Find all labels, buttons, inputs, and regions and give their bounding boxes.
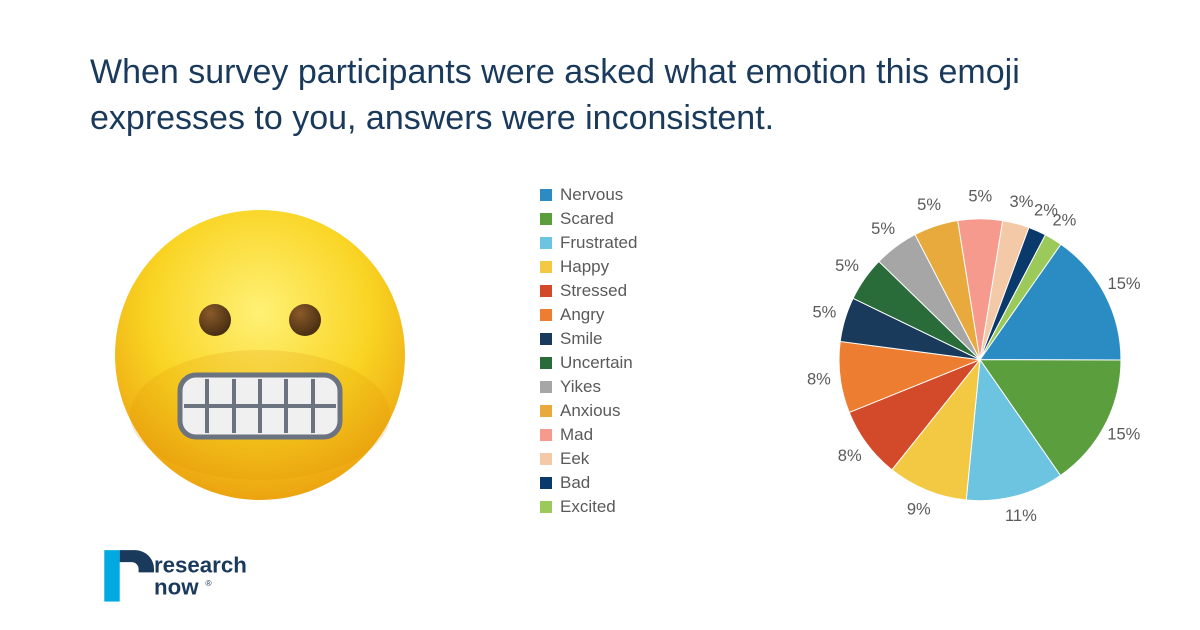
legend-item: Anxious: [540, 401, 637, 421]
legend-label: Smile: [560, 329, 603, 349]
pie-slice-percent: 3%: [1010, 192, 1034, 211]
legend-label: Mad: [560, 425, 593, 445]
legend-label: Uncertain: [560, 353, 633, 373]
legend-label: Frustrated: [560, 233, 637, 253]
legend-swatch: [540, 237, 552, 249]
pie-slice-percent: 5%: [968, 187, 992, 206]
pie-slice-percent: 8%: [838, 446, 862, 465]
legend-swatch: [540, 261, 552, 273]
legend-swatch: [540, 189, 552, 201]
page-title: When survey participants were asked what…: [90, 50, 1110, 142]
legend-swatch: [540, 213, 552, 225]
research-now-logo: research now ®: [100, 545, 280, 605]
legend-item: Stressed: [540, 281, 637, 301]
pie-slice-percent: 15%: [1107, 424, 1140, 443]
legend-item: Yikes: [540, 377, 637, 397]
legend-item: Eek: [540, 449, 637, 469]
pie-slice-percent: 11%: [1005, 506, 1037, 525]
pie-slice-percent: 5%: [917, 195, 941, 214]
legend-item: Happy: [540, 257, 637, 277]
legend-swatch: [540, 381, 552, 393]
legend-label: Angry: [560, 305, 604, 325]
legend-label: Happy: [560, 257, 609, 277]
legend-item: Bad: [540, 473, 637, 493]
legend-item: Frustrated: [540, 233, 637, 253]
legend-swatch: [540, 309, 552, 321]
grimacing-emoji: [110, 205, 410, 505]
legend-label: Anxious: [560, 401, 620, 421]
legend-label: Eek: [560, 449, 589, 469]
logo-text-bottom: now: [154, 575, 199, 600]
pie-slice-percent: 5%: [835, 256, 859, 275]
legend-item: Mad: [540, 425, 637, 445]
pie-slice-percent: 5%: [871, 219, 895, 238]
legend-label: Excited: [560, 497, 616, 517]
legend-item: Excited: [540, 497, 637, 517]
pie-slice-percent: 9%: [907, 499, 931, 518]
legend-item: Uncertain: [540, 353, 637, 373]
pie-slice-percent: 15%: [1108, 274, 1141, 293]
legend-swatch: [540, 453, 552, 465]
legend-label: Scared: [560, 209, 614, 229]
legend-item: Scared: [540, 209, 637, 229]
legend-item: Angry: [540, 305, 637, 325]
legend-swatch: [540, 477, 552, 489]
logo-registered: ®: [205, 578, 212, 588]
legend-swatch: [540, 357, 552, 369]
legend-item: Smile: [540, 329, 637, 349]
legend-label: Yikes: [560, 377, 601, 397]
legend-label: Nervous: [560, 185, 623, 205]
legend-swatch: [540, 405, 552, 417]
logo-text-top: research: [154, 552, 247, 577]
legend-label: Stressed: [560, 281, 627, 301]
legend-swatch: [540, 501, 552, 513]
pie-slice-percent: 2%: [1052, 210, 1076, 229]
legend-item: Nervous: [540, 185, 637, 205]
legend-label: Bad: [560, 473, 590, 493]
legend-swatch: [540, 333, 552, 345]
legend-swatch: [540, 429, 552, 441]
pie-chart: 15%15%11%9%8%8%5%5%5%5%5%3%2%2%: [805, 175, 1155, 525]
pie-slice-percent: 8%: [807, 370, 831, 389]
pie-slice-percent: 5%: [812, 303, 836, 322]
pie-legend: Nervous Scared Frustrated Happy Stressed Angr…: [540, 185, 637, 521]
legend-swatch: [540, 285, 552, 297]
